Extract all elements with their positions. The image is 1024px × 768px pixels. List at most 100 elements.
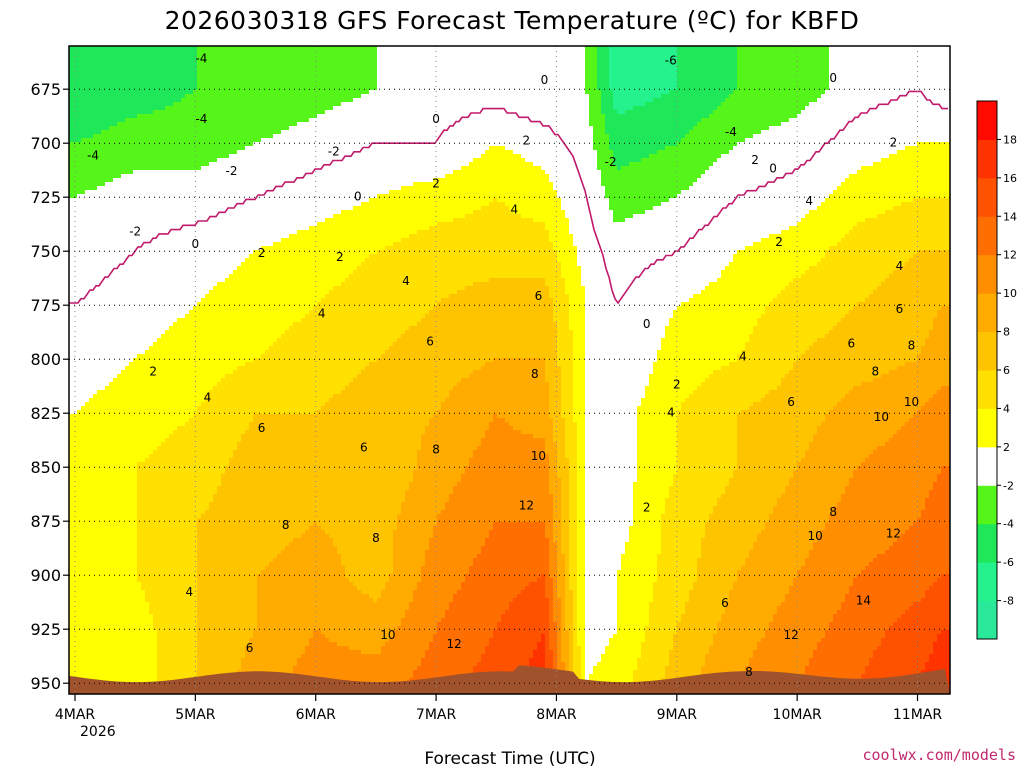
temperature-cell xyxy=(153,218,158,223)
temperature-cell xyxy=(129,354,134,359)
temperature-cell xyxy=(141,214,146,219)
temperature-cell xyxy=(121,282,126,287)
temperature-cell xyxy=(177,62,182,67)
temperature-cell xyxy=(133,482,138,487)
temperature-cell xyxy=(93,570,98,575)
temperature-cell xyxy=(69,518,74,523)
temperature-cell xyxy=(165,646,170,651)
temperature-cell xyxy=(73,146,78,151)
temperature-cell xyxy=(141,450,146,455)
temperature-cell xyxy=(161,178,166,183)
temperature-cell xyxy=(69,302,74,307)
temperature-cell xyxy=(133,50,138,55)
temperature-cell xyxy=(93,198,98,203)
temperature-cell xyxy=(165,218,170,223)
temperature-cell xyxy=(177,534,182,539)
temperature-cell xyxy=(121,634,126,639)
temperature-cell xyxy=(141,466,146,471)
temperature-cell xyxy=(113,150,118,155)
temperature-cell xyxy=(93,170,98,175)
temperature-cell xyxy=(129,130,134,135)
temperature-cell xyxy=(145,314,150,319)
temperature-cell xyxy=(69,498,74,503)
temperature-cell xyxy=(77,622,82,627)
temperature-cell xyxy=(153,326,158,331)
temperature-cell xyxy=(153,78,158,83)
temperature-cell xyxy=(129,342,134,347)
temperature-cell xyxy=(121,302,126,307)
temperature-cell xyxy=(149,90,154,95)
temperature-cell xyxy=(125,46,130,51)
temperature-cell xyxy=(157,238,162,243)
temperature-cell xyxy=(73,190,78,195)
temperature-cell xyxy=(157,334,162,339)
temperature-cell xyxy=(105,374,110,379)
temperature-cell xyxy=(113,402,118,407)
temperature-cell xyxy=(105,578,110,583)
temperature-cell xyxy=(165,314,170,319)
temperature-cell xyxy=(97,654,102,659)
temperature-cell xyxy=(137,58,142,63)
temperature-cell xyxy=(137,450,142,455)
temperature-cell xyxy=(189,414,194,419)
temperature-cell xyxy=(185,526,190,531)
temperature-cell xyxy=(157,602,162,607)
temperature-cell xyxy=(185,158,190,163)
temperature-cell xyxy=(177,626,182,631)
temperature-cell xyxy=(133,526,138,531)
temperature-cell xyxy=(105,654,110,659)
temperature-cell xyxy=(105,318,110,323)
temperature-cell xyxy=(157,618,162,623)
temperature-cell xyxy=(149,342,154,347)
temperature-cell xyxy=(177,598,182,603)
temperature-cell xyxy=(169,282,174,287)
temperature-cell xyxy=(169,190,174,195)
temperature-cell xyxy=(129,390,134,395)
temperature-cell xyxy=(181,322,186,327)
temperature-cell xyxy=(81,190,86,195)
temperature-cell xyxy=(185,90,190,95)
temperature-cell xyxy=(117,50,122,55)
temperature-cell xyxy=(77,426,82,431)
temperature-cell xyxy=(109,394,114,399)
temperature-cell xyxy=(189,510,194,515)
temperature-cell xyxy=(117,70,122,75)
temperature-cell xyxy=(97,202,102,207)
temperature-cell xyxy=(133,610,138,615)
temperature-cell xyxy=(141,78,146,83)
temperature-cell xyxy=(101,658,106,663)
temperature-cell xyxy=(165,414,170,419)
temperature-cell xyxy=(181,674,186,679)
temperature-cell xyxy=(73,358,78,363)
temperature-cell xyxy=(77,662,82,667)
temperature-cell xyxy=(177,266,182,271)
temperature-cell xyxy=(137,86,142,91)
temperature-cell xyxy=(81,622,86,627)
temperature-cell xyxy=(93,418,98,423)
temperature-cell xyxy=(125,402,130,407)
temperature-cell xyxy=(145,62,150,67)
temperature-cell xyxy=(165,446,170,451)
temperature-cell xyxy=(169,390,174,395)
temperature-cell xyxy=(125,178,130,183)
temperature-cell xyxy=(105,146,110,151)
temperature-cell xyxy=(89,362,94,367)
temperature-cell xyxy=(93,482,98,487)
temperature-cell xyxy=(149,46,154,51)
temperature-cell xyxy=(117,94,122,99)
temperature-cell xyxy=(165,98,170,103)
temperature-cell xyxy=(133,466,138,471)
temperature-cell xyxy=(181,254,186,259)
temperature-cell xyxy=(73,242,78,247)
temperature-cell xyxy=(97,114,102,119)
temperature-cell xyxy=(105,390,110,395)
temperature-cell xyxy=(157,330,162,335)
temperature-cell xyxy=(157,174,162,179)
temperature-cell xyxy=(133,374,138,379)
temperature-cell xyxy=(141,170,146,175)
temperature-cell xyxy=(73,446,78,451)
temperature-cell xyxy=(189,502,194,507)
temperature-cell xyxy=(117,662,122,667)
temperature-cell xyxy=(109,118,114,123)
temperature-cell xyxy=(161,542,166,547)
